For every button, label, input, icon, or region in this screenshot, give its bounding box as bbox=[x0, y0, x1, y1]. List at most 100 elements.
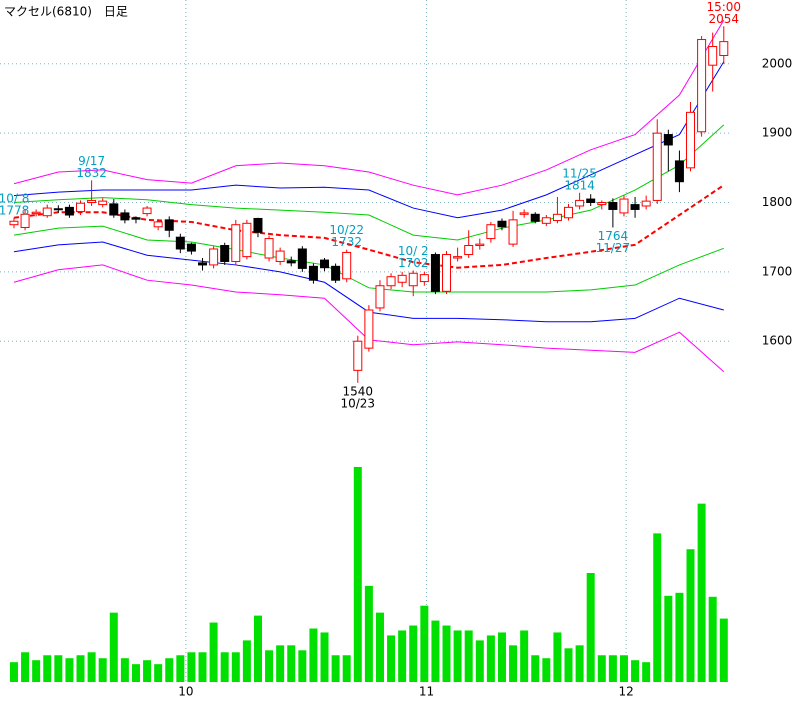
volume-bar bbox=[253, 615, 262, 682]
annotation-value: 1732 bbox=[331, 235, 362, 249]
volume-bar bbox=[287, 645, 296, 682]
volume-bar bbox=[309, 628, 318, 682]
candle-body bbox=[430, 254, 440, 292]
volume-bar bbox=[165, 658, 174, 682]
volume-bar bbox=[387, 635, 396, 682]
annotation-value: 2054 bbox=[709, 12, 740, 26]
volume-bar bbox=[176, 655, 185, 682]
annotation-label: 15:00 bbox=[706, 0, 741, 14]
annotation-label: 10/22 bbox=[329, 223, 364, 237]
candle-body bbox=[120, 212, 130, 221]
volume-bar bbox=[553, 632, 562, 682]
candle-body bbox=[209, 248, 219, 266]
volume-bar bbox=[486, 635, 495, 682]
candle-body bbox=[9, 220, 19, 226]
candle-body bbox=[453, 256, 463, 259]
volume-bar bbox=[697, 503, 706, 682]
volume-bar bbox=[220, 652, 229, 682]
candle-body bbox=[541, 217, 551, 224]
volume-bar bbox=[653, 533, 662, 682]
candle-body bbox=[264, 238, 274, 259]
volume-bar bbox=[675, 592, 684, 682]
volume-bar bbox=[398, 630, 407, 682]
candle-body bbox=[220, 245, 230, 262]
volume-bar bbox=[686, 549, 695, 682]
volume-bar bbox=[420, 605, 429, 682]
candle-body bbox=[186, 243, 196, 252]
candle-body bbox=[552, 213, 562, 222]
volume-bar bbox=[143, 660, 152, 682]
volume-bar bbox=[21, 652, 30, 682]
candle-body bbox=[575, 199, 585, 207]
volume-bar bbox=[87, 652, 96, 682]
annotation-label: 10/ 8 bbox=[0, 191, 29, 205]
volume-bar bbox=[497, 632, 506, 682]
candle-body bbox=[663, 134, 673, 146]
candle-body bbox=[408, 272, 418, 287]
candle-body bbox=[397, 274, 407, 283]
candle-body bbox=[353, 340, 363, 371]
volume-bar bbox=[464, 630, 473, 682]
volume-bar bbox=[198, 652, 207, 682]
candle-body bbox=[153, 221, 163, 228]
volume-bar bbox=[453, 630, 462, 682]
candle-body bbox=[564, 206, 574, 219]
volume-bar bbox=[9, 662, 18, 682]
band-line bbox=[13, 19, 725, 196]
volume-bar bbox=[298, 650, 307, 682]
candle-body bbox=[164, 219, 174, 231]
candle-body bbox=[242, 222, 252, 258]
candle-body bbox=[142, 207, 152, 215]
chart-title: マクセル(6810) 日足 bbox=[4, 5, 128, 19]
candle-body bbox=[42, 207, 52, 217]
volume-bar bbox=[342, 655, 351, 682]
candle-body bbox=[464, 245, 474, 256]
annotation-label: 10/ 2 bbox=[398, 244, 429, 258]
candle-body bbox=[342, 251, 352, 280]
candle-body bbox=[475, 243, 485, 247]
annotation-value: 1764 bbox=[598, 229, 629, 243]
candle-body bbox=[630, 204, 640, 210]
volume-bar bbox=[619, 655, 628, 682]
volume-bar bbox=[708, 596, 717, 682]
y-tick-label: 1600 bbox=[762, 334, 793, 348]
volume-bar bbox=[664, 595, 673, 682]
y-tick-label: 1800 bbox=[762, 195, 793, 209]
candle-body bbox=[697, 39, 707, 133]
volume-bar bbox=[331, 655, 340, 682]
candle-body bbox=[708, 45, 718, 66]
x-tick-label: 12 bbox=[619, 685, 634, 699]
volume-bar bbox=[320, 632, 329, 682]
volume-bar bbox=[242, 640, 251, 682]
annotation-value: 1814 bbox=[564, 178, 595, 192]
volume-bar bbox=[65, 658, 74, 682]
candle-body bbox=[364, 309, 374, 349]
volume-bar bbox=[265, 650, 274, 682]
candle-body bbox=[674, 160, 684, 183]
candle-body bbox=[597, 202, 607, 206]
annotation-value: 1778 bbox=[0, 203, 29, 217]
volume-bar bbox=[231, 652, 240, 682]
annotation-label: 11/27 bbox=[596, 241, 631, 255]
candle-body bbox=[486, 224, 496, 240]
candle-body bbox=[98, 200, 108, 206]
volume-bar bbox=[120, 658, 129, 682]
x-tick-label: 11 bbox=[419, 685, 434, 699]
candle-body bbox=[109, 203, 119, 216]
volume-bar bbox=[54, 655, 63, 682]
candle-body bbox=[64, 206, 74, 216]
volume-bar bbox=[131, 664, 140, 682]
volume-bar bbox=[98, 658, 107, 682]
candle-body bbox=[530, 213, 540, 222]
volume-bar bbox=[442, 625, 451, 682]
candle-body bbox=[519, 212, 529, 215]
volume-bar bbox=[43, 655, 52, 682]
candle-body bbox=[53, 208, 63, 211]
annotation-label: 11/25 bbox=[562, 166, 597, 180]
volume-bar bbox=[353, 466, 362, 682]
candle-body bbox=[131, 217, 141, 220]
volume-bar bbox=[542, 658, 551, 682]
volume-bar bbox=[431, 620, 440, 682]
candle-body bbox=[76, 202, 86, 213]
volume-bar bbox=[586, 573, 595, 682]
